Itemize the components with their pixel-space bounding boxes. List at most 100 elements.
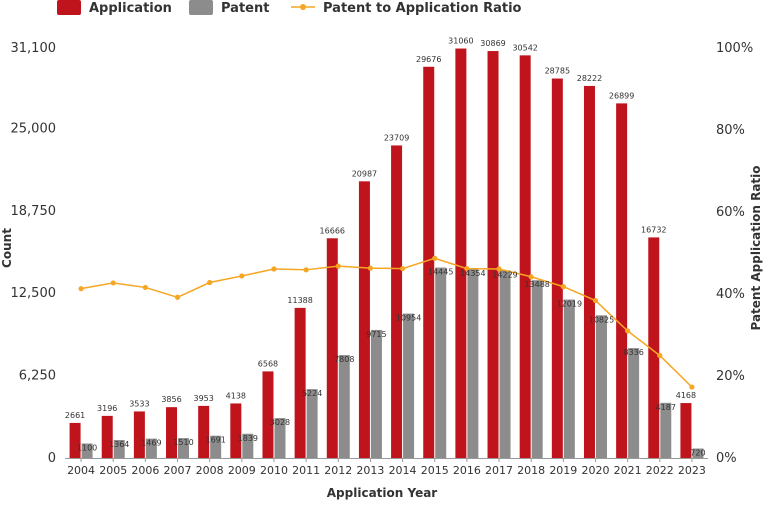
bar-application bbox=[101, 415, 113, 458]
legend-marker-ratio bbox=[300, 4, 306, 10]
bar-application bbox=[423, 66, 435, 459]
bar-patent bbox=[370, 329, 382, 458]
data-label-application: 3856 bbox=[161, 395, 181, 404]
bar-patent bbox=[274, 418, 286, 458]
data-labels: 2661 1100 3196 1364 3533 1469 3856 1510 3953 1691… bbox=[65, 37, 706, 458]
data-label-patent: 8336 bbox=[623, 348, 643, 357]
bar-patent bbox=[113, 440, 125, 458]
x-tick-label: 2016 bbox=[453, 464, 481, 477]
axes: 0 6,250 12,500 18,750 25,000 31,100 0% 20% 40% 60… bbox=[0, 41, 763, 500]
bar-patent bbox=[403, 313, 415, 458]
bar-application bbox=[133, 411, 145, 458]
data-label-patent: 12019 bbox=[557, 300, 582, 309]
bar-patent bbox=[499, 270, 511, 458]
data-label-patent: 1364 bbox=[109, 440, 129, 449]
y2-tick-label: 40% bbox=[716, 287, 745, 302]
ratio-point bbox=[303, 267, 309, 273]
data-label-patent: 14354 bbox=[460, 269, 485, 278]
bars bbox=[69, 48, 704, 459]
data-label-application: 4138 bbox=[226, 391, 246, 400]
bar-patent bbox=[628, 348, 640, 458]
data-label-application: 16666 bbox=[320, 226, 345, 235]
ratio-point bbox=[142, 284, 148, 291]
x-tick-label: 2014 bbox=[389, 464, 417, 477]
y-tick-label: 31,100 bbox=[11, 41, 57, 56]
x-tick-label: 2010 bbox=[260, 464, 288, 477]
bar-application bbox=[326, 238, 338, 458]
data-label-patent: 7808 bbox=[334, 355, 354, 364]
data-label-application: 26899 bbox=[609, 91, 634, 100]
bar-patent bbox=[338, 355, 350, 458]
data-label-patent: 10954 bbox=[396, 314, 421, 323]
x-tick-label: 2005 bbox=[99, 464, 127, 477]
data-label-patent: 10825 bbox=[589, 315, 614, 324]
bar-application bbox=[391, 145, 403, 458]
bar-patent bbox=[81, 443, 93, 458]
legend-swatch-application bbox=[57, 0, 81, 15]
ratio-point bbox=[110, 280, 116, 286]
ratio-point bbox=[432, 255, 438, 261]
data-label-application: 28222 bbox=[577, 74, 602, 83]
bar-patent bbox=[467, 268, 479, 458]
x-tick-label: 2004 bbox=[67, 464, 95, 477]
data-label-patent: 5224 bbox=[302, 389, 322, 398]
data-label-patent: 1510 bbox=[173, 438, 193, 447]
data-label-patent: 4187 bbox=[656, 403, 676, 412]
data-label-application: 28785 bbox=[545, 67, 570, 76]
legend: Application Patent Patent to Application R… bbox=[57, 0, 522, 16]
y2-tick-label: 60% bbox=[716, 205, 745, 220]
bar-patent bbox=[692, 448, 704, 458]
data-label-patent: 1469 bbox=[141, 439, 161, 448]
bar-patent bbox=[210, 435, 222, 458]
data-label-patent: 1691 bbox=[205, 436, 225, 445]
data-label-application: 6568 bbox=[258, 359, 278, 368]
bar-application bbox=[166, 407, 178, 458]
bar-application bbox=[294, 307, 306, 458]
ratio-point bbox=[560, 284, 566, 290]
x-tick-label: 2006 bbox=[131, 464, 159, 477]
legend-label-ratio: Patent to Application Ratio bbox=[323, 1, 522, 16]
bar-patent bbox=[178, 438, 190, 458]
y2-tick-label: 20% bbox=[716, 369, 745, 384]
legend-label-patent: Patent bbox=[221, 1, 269, 16]
ratio-point bbox=[271, 266, 277, 272]
bar-application bbox=[198, 405, 210, 458]
data-label-application: 20987 bbox=[352, 169, 377, 178]
x-tick-label: 2009 bbox=[228, 464, 256, 477]
ratio-point bbox=[657, 352, 663, 359]
x-axis-title: Application Year bbox=[327, 486, 438, 500]
ratio-point bbox=[592, 297, 599, 304]
bar-patent bbox=[242, 433, 254, 458]
legend-label-application: Application bbox=[89, 1, 172, 16]
x-tick-label: 2022 bbox=[646, 464, 674, 477]
bar-patent bbox=[660, 402, 672, 458]
data-label-patent: 1100 bbox=[77, 443, 97, 452]
ratio-polyline bbox=[80, 257, 693, 388]
x-tick-label: 2017 bbox=[485, 464, 513, 477]
y-tick-label: 0 bbox=[48, 451, 56, 466]
y-tick-label: 25,000 bbox=[11, 121, 57, 136]
bar-application bbox=[519, 55, 531, 459]
bar-application bbox=[262, 371, 274, 458]
bar-application bbox=[487, 51, 499, 458]
bar-application bbox=[680, 403, 692, 458]
data-label-application: 31060 bbox=[448, 37, 473, 46]
bar-application bbox=[616, 103, 628, 458]
x-tick-label: 2021 bbox=[614, 464, 642, 477]
data-label-patent: 14445 bbox=[428, 268, 453, 277]
x-tick-label: 2018 bbox=[517, 464, 545, 477]
x-tick-label: 2011 bbox=[292, 464, 320, 477]
data-label-application: 2661 bbox=[65, 411, 85, 420]
x-tick-label: 2012 bbox=[324, 464, 352, 477]
ratio-point bbox=[399, 265, 406, 272]
ratio-point bbox=[528, 274, 534, 280]
ratio-point bbox=[464, 265, 470, 272]
y2-axis-title: Patent Application Ratio bbox=[749, 165, 763, 330]
bar-application bbox=[69, 422, 81, 458]
data-label-patent: 1839 bbox=[238, 434, 258, 443]
data-label-application: 3196 bbox=[97, 404, 117, 413]
bar-patent bbox=[435, 267, 447, 458]
data-label-application: 11388 bbox=[287, 296, 312, 305]
ratio-point bbox=[625, 328, 631, 334]
